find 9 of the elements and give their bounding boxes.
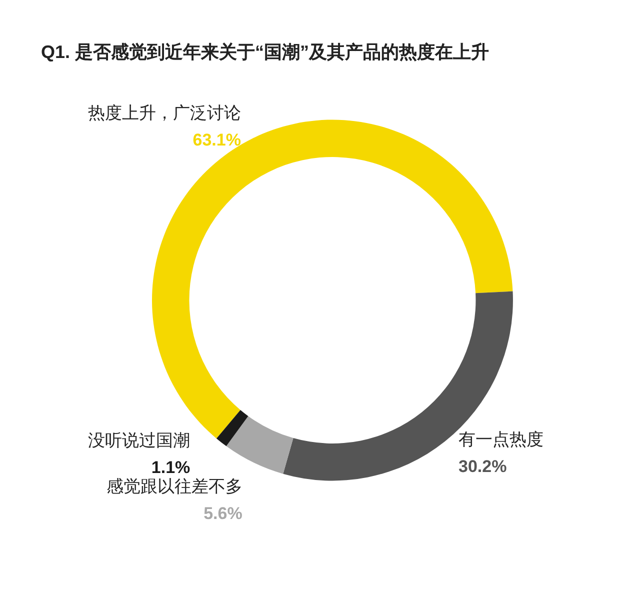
slice-label: 热度上升，广泛讨论: [88, 104, 241, 123]
slice-label: 没听说过国潮: [88, 430, 190, 450]
slice-label: 感觉跟以往差不多: [106, 476, 242, 496]
data-label: 5.6%: [204, 504, 242, 523]
data-label: 30.2%: [458, 456, 507, 476]
chart-title: Q1. 是否感觉到近年来关于“国潮”及其产品的热度在上升: [41, 42, 490, 62]
data-label: 1.1%: [151, 458, 190, 477]
data-label: 63.1%: [192, 130, 241, 150]
slice-label: 有一点热度: [458, 430, 544, 449]
